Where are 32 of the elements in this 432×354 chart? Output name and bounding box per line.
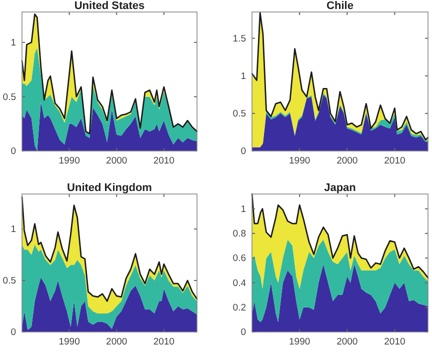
y-tick-label: 1: [10, 37, 16, 48]
y-tick-label: 1: [10, 224, 16, 236]
y-tick-label: 1.5: [232, 33, 246, 44]
x-tick-label: 2000: [106, 336, 128, 348]
chart-title: United States: [74, 0, 145, 12]
y-tick-label: 0: [10, 327, 16, 338]
y-tick-label: 0: [240, 146, 246, 158]
y-tick-label: 0.5: [2, 92, 16, 103]
y-tick-label: 0.8: [232, 228, 246, 240]
y-tick-label: 0.5: [2, 276, 16, 287]
y-tick-label: 0.4: [232, 278, 246, 289]
x-tick-label: 2010: [384, 336, 406, 348]
chart-title: United Kingdom: [67, 182, 152, 194]
x-tick-label: 1990: [288, 156, 310, 167]
x-tick-label: 2000: [336, 336, 358, 348]
x-tick-label: 1990: [288, 336, 310, 348]
y-tick-label: 0.2: [232, 302, 246, 314]
x-tick-label: 1990: [58, 336, 80, 348]
x-tick-label: 2010: [153, 336, 174, 348]
x-tick-label: 2000: [106, 156, 128, 167]
x-tick-label: 2010: [153, 156, 174, 167]
x-tick-label: 2010: [384, 156, 406, 167]
y-tick-label: 0: [240, 327, 246, 338]
chart-title: Japan: [324, 182, 356, 194]
y-tick-label: 0.5: [232, 108, 246, 120]
y-tick-label: 0.6: [232, 253, 246, 264]
x-tick-label: 1990: [58, 156, 80, 167]
y-tick-label: 1: [240, 70, 246, 82]
y-tick-label: 1: [240, 204, 246, 215]
x-tick-label: 2000: [336, 156, 358, 167]
chart-title: Chile: [326, 0, 354, 12]
y-tick-label: 0: [10, 146, 16, 158]
